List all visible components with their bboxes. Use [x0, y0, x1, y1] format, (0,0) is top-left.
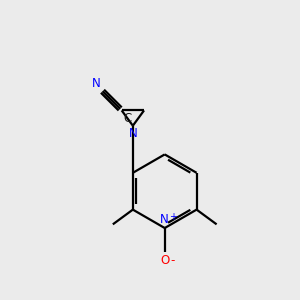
Text: N: N: [160, 213, 169, 226]
Text: N: N: [128, 127, 137, 140]
Text: O: O: [160, 254, 169, 267]
Text: +: +: [169, 212, 177, 221]
Text: N: N: [92, 77, 100, 90]
Text: C: C: [123, 112, 131, 125]
Text: -: -: [170, 254, 174, 267]
